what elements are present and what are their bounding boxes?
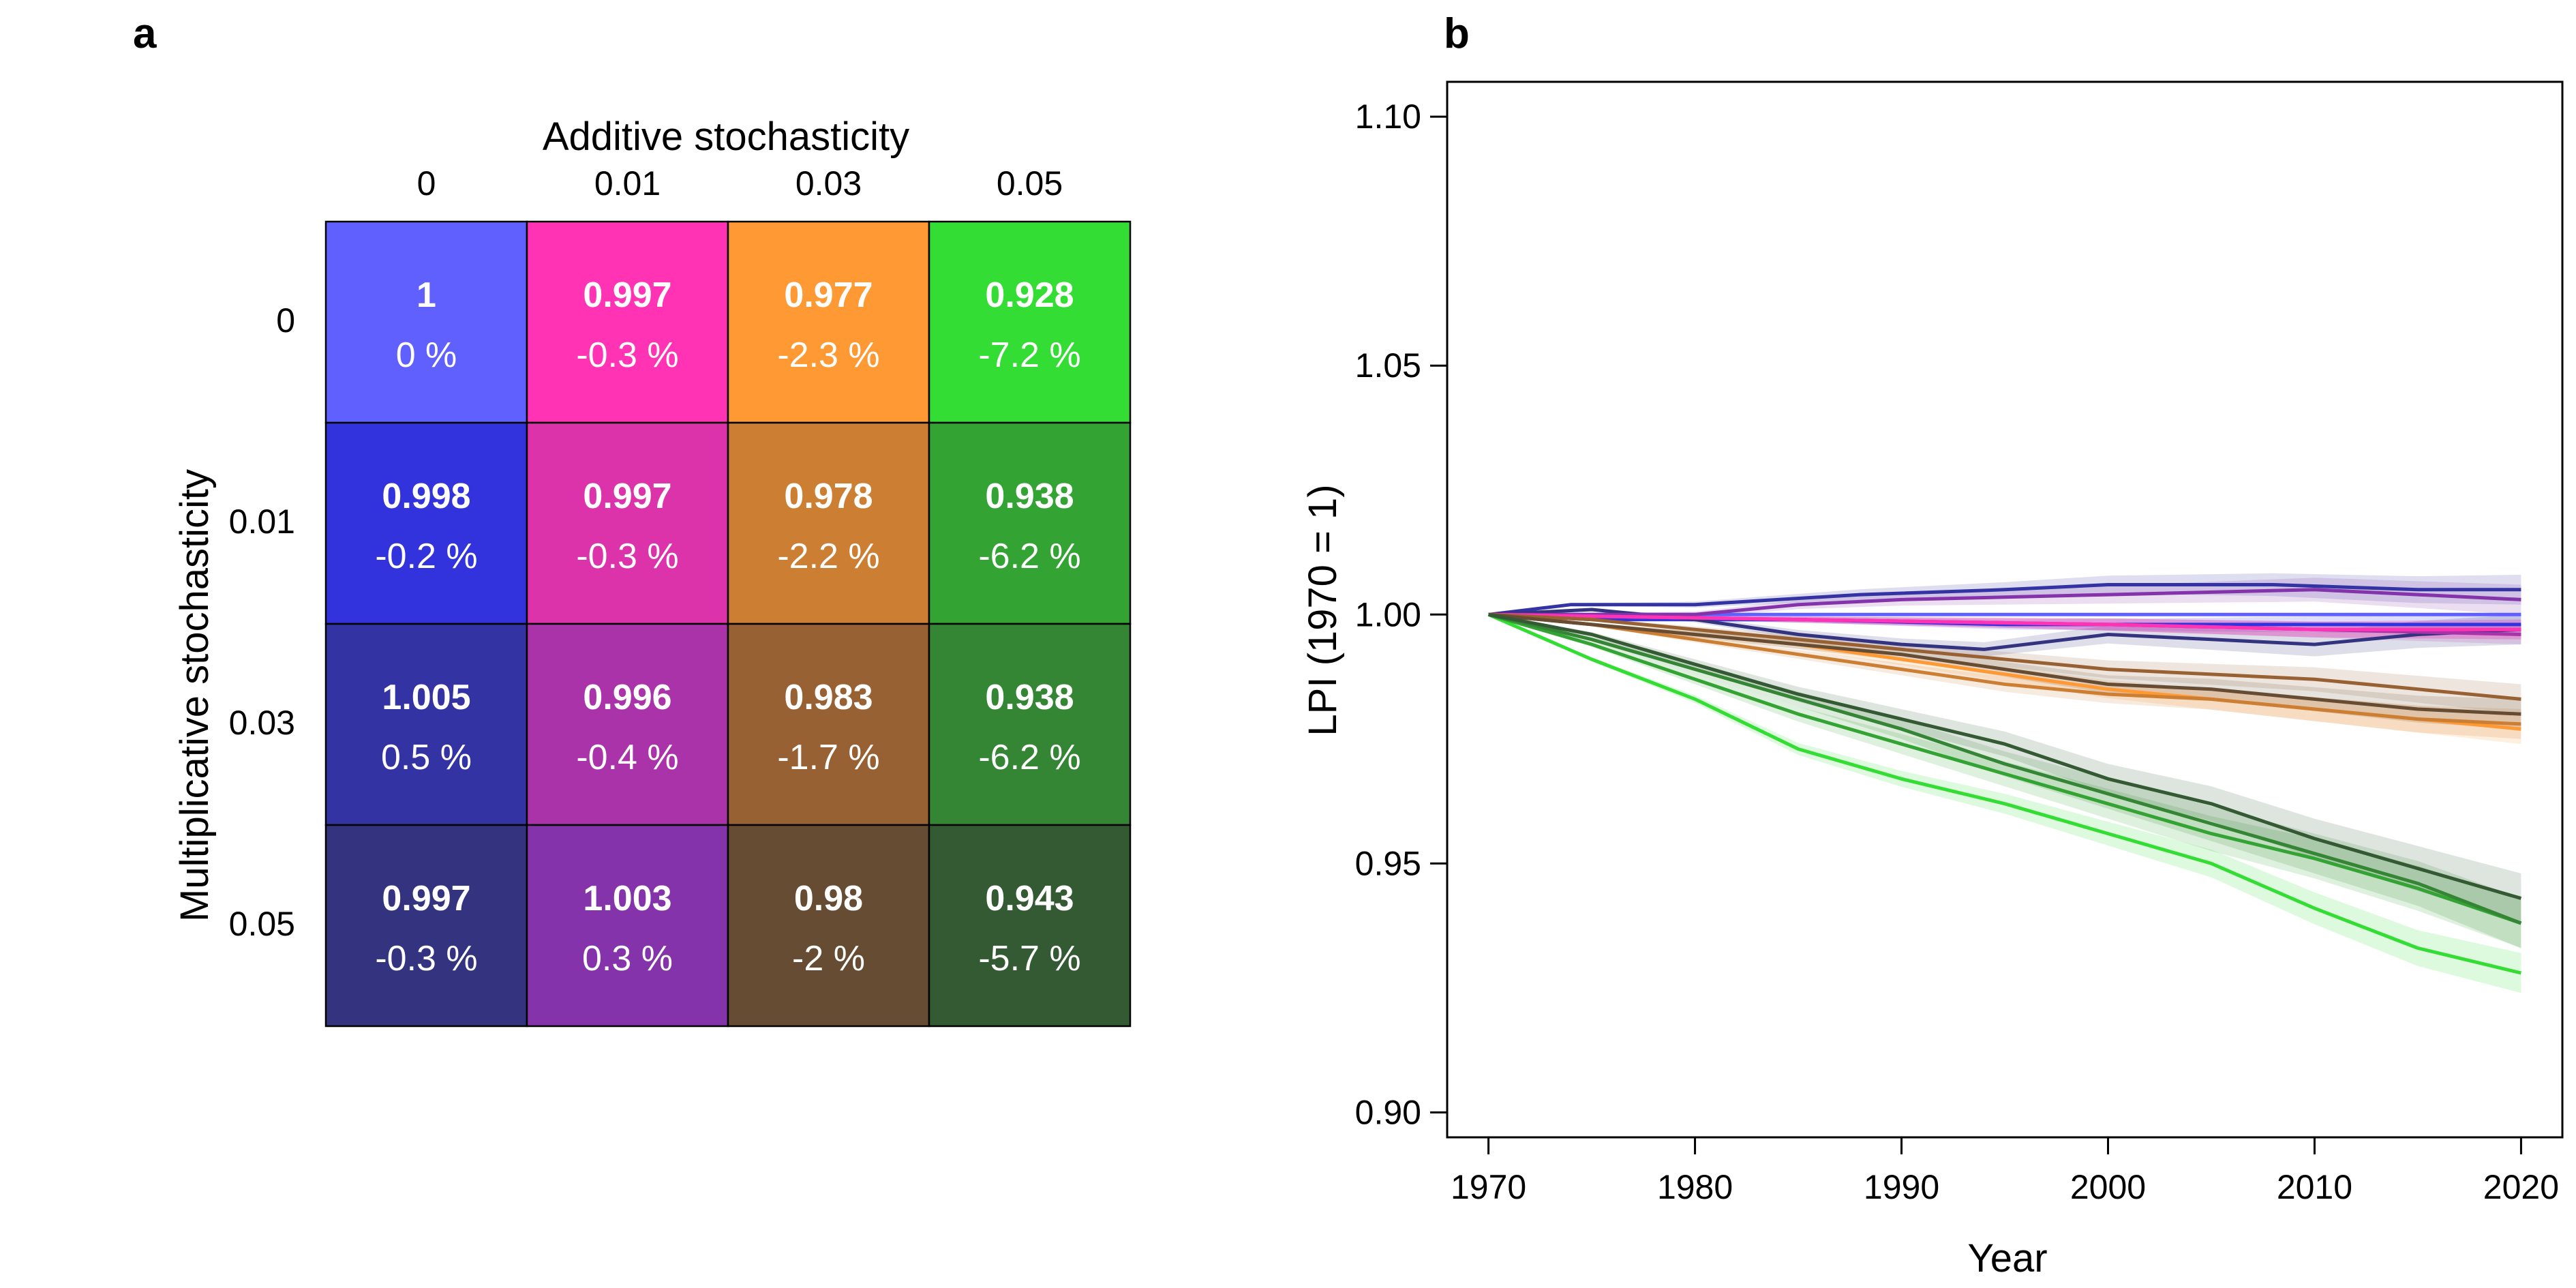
panel-a-letter: a xyxy=(133,10,157,57)
heatmap-cell-value: 0.938 xyxy=(985,678,1074,717)
heatmap-cell-change: -6.2 % xyxy=(978,537,1080,576)
heatmap-cell-change: -6.2 % xyxy=(978,738,1080,777)
heatmap-cell-value: 0.943 xyxy=(985,879,1074,918)
heatmap-cells: 1 0 % 0.997 -0.3 % 0.977 -2.3 % 0.928 -7.2 % 0.9… xyxy=(324,220,1132,1028)
series-15-line xyxy=(1488,612,2522,900)
heatmap-cell-change: -7.2 % xyxy=(978,335,1080,375)
series-12-line xyxy=(1487,613,2521,975)
series-14-line xyxy=(1488,612,2522,925)
heatmap-cell-value: 0.997 xyxy=(583,477,671,516)
heatmap-cell-r2-c3 xyxy=(928,623,1132,826)
series-4-line xyxy=(1488,588,2521,616)
heatmap-cell-value: 0.996 xyxy=(583,678,671,717)
heatmap-cell-value: 1.003 xyxy=(583,879,671,918)
heatmap-cell-change: -0.2 % xyxy=(375,537,477,576)
line-chart-panel-b: 0.90 0.95 1.00 1.05 1.10 1970 1980 1990 2000 201… xyxy=(1301,80,2564,1280)
x-axis-tick-label: 1990 xyxy=(1864,1168,1939,1206)
series-9-line xyxy=(1488,612,2521,726)
heatmap-cell-value: 0.98 xyxy=(794,879,863,918)
heatmap-x-tick-label: 0.05 xyxy=(997,164,1063,203)
heatmap-cell-change: -0.3 % xyxy=(576,335,678,375)
heatmap-y-tick-label: 0.01 xyxy=(229,503,295,541)
x-axis: 1970 1980 1990 2000 2010 2020 xyxy=(1451,1137,2559,1206)
heatmap-y-tick-label: 0 xyxy=(276,301,295,340)
heatmap-cell-r2-c0 xyxy=(324,623,528,826)
series-7-line xyxy=(1488,612,2521,631)
heatmap-cell-value: 1.005 xyxy=(382,678,470,717)
heatmap-cell-value: 0.928 xyxy=(985,275,1074,315)
heatmap-cell-change: -0.3 % xyxy=(375,939,477,978)
panel-b-letter: b xyxy=(1444,10,1470,57)
y-axis-title: LPI (1970 = 1) xyxy=(1301,484,1345,736)
heatmap-cell-change: -2.2 % xyxy=(777,537,879,576)
heatmap-y-axis-title: Multiplicative stochasticity xyxy=(172,469,217,922)
y-axis-tick-label: 0.90 xyxy=(1355,1093,1421,1131)
heatmap-x-axis-title: Additive stochasticity xyxy=(543,115,909,159)
series-11-band xyxy=(1488,614,2521,730)
heatmap-cell-value: 0.997 xyxy=(583,275,671,315)
x-axis-tick-label: 2010 xyxy=(2277,1168,2352,1206)
heatmap-x-tick-label: 0.03 xyxy=(795,164,862,203)
heatmap-cell-value: 0.997 xyxy=(382,879,470,918)
y-axis-tick-label: 1.10 xyxy=(1355,98,1421,136)
heatmap-cell-value: 0.977 xyxy=(784,275,873,315)
heatmap-cell-change: 0.5 % xyxy=(381,738,472,777)
x-axis-tick-label: 2000 xyxy=(2070,1168,2146,1206)
heatmap-y-tick-label: 0.03 xyxy=(229,704,295,742)
heatmap-cell-value: 1 xyxy=(416,275,436,315)
heatmap-cell-r2-c2 xyxy=(727,623,930,826)
series-lines xyxy=(1487,583,2522,975)
series-10-band xyxy=(1488,614,2521,715)
heatmap-cell-change: -0.3 % xyxy=(576,537,678,576)
x-axis-tick-label: 2020 xyxy=(2483,1168,2559,1206)
heatmap-cell-r3-c3 xyxy=(928,824,1132,1028)
heatmap-cell-change: -2 % xyxy=(792,939,865,978)
heatmap-cell-r0-c0 xyxy=(324,220,528,424)
heatmap-cell-value: 0.983 xyxy=(784,678,873,717)
y-axis-tick-label: 1.00 xyxy=(1355,595,1421,633)
heatmap-cell-change: 0 % xyxy=(396,335,457,375)
heatmap-cell-r0-c2 xyxy=(727,220,930,424)
heatmap-y-tick-labels: 0 0.01 0.03 0.05 xyxy=(229,301,295,943)
x-axis-tick-label: 1980 xyxy=(1657,1168,1733,1206)
heatmap-cell-r3-c1 xyxy=(526,824,729,1028)
series-5-band xyxy=(1488,614,2521,645)
heatmap-x-tick-label: 0 xyxy=(417,164,436,203)
x-axis-tick-label: 1970 xyxy=(1451,1168,1526,1206)
y-axis-tick-label: 1.05 xyxy=(1355,346,1421,385)
heatmap-x-tick-labels: 0 0.01 0.03 0.05 xyxy=(417,164,1063,203)
series-8-band xyxy=(1488,614,2521,745)
heatmap-cell-r1-c2 xyxy=(727,421,930,625)
y-axis: 0.90 0.95 1.00 1.05 1.10 xyxy=(1355,98,1447,1131)
heatmap-panel-a: Additive stochasticity Multiplicative st… xyxy=(172,115,1132,1028)
series-3-band xyxy=(1488,608,2521,657)
series-10-line xyxy=(1488,612,2521,701)
heatmap-cell-r1-c0 xyxy=(324,421,528,625)
heatmap-cell-change: -5.7 % xyxy=(978,939,1080,978)
heatmap-cell-r3-c2 xyxy=(727,824,930,1028)
heatmap-cell-r1-c3 xyxy=(928,421,1132,625)
y-axis-tick-label: 0.95 xyxy=(1355,844,1421,882)
heatmap-cell-change: -2.3 % xyxy=(777,335,879,375)
heatmap-cell-value: 0.978 xyxy=(784,477,873,516)
heatmap-cell-r3-c0 xyxy=(324,824,528,1028)
heatmap-cell-change: -1.7 % xyxy=(777,738,879,777)
heatmap-cell-r2-c1 xyxy=(526,623,729,826)
heatmap-cell-value: 0.938 xyxy=(985,477,1074,516)
heatmap-cell-r1-c1 xyxy=(526,421,729,625)
heatmap-cell-r0-c3 xyxy=(928,220,1132,424)
heatmap-cell-change: 0.3 % xyxy=(582,939,673,978)
plot-frame xyxy=(1446,80,2564,1139)
x-axis-title: Year xyxy=(1967,1236,2047,1280)
series-13-line xyxy=(1487,612,2522,925)
series-2-line xyxy=(1488,583,2521,616)
heatmap-cell-change: -0.4 % xyxy=(576,738,678,777)
heatmap-cell-value: 0.998 xyxy=(382,477,470,516)
heatmap-x-tick-label: 0.01 xyxy=(594,164,661,203)
heatmap-cell-r0-c1 xyxy=(526,220,729,424)
heatmap-y-tick-label: 0.05 xyxy=(229,905,295,943)
series-11-line xyxy=(1488,612,2521,716)
